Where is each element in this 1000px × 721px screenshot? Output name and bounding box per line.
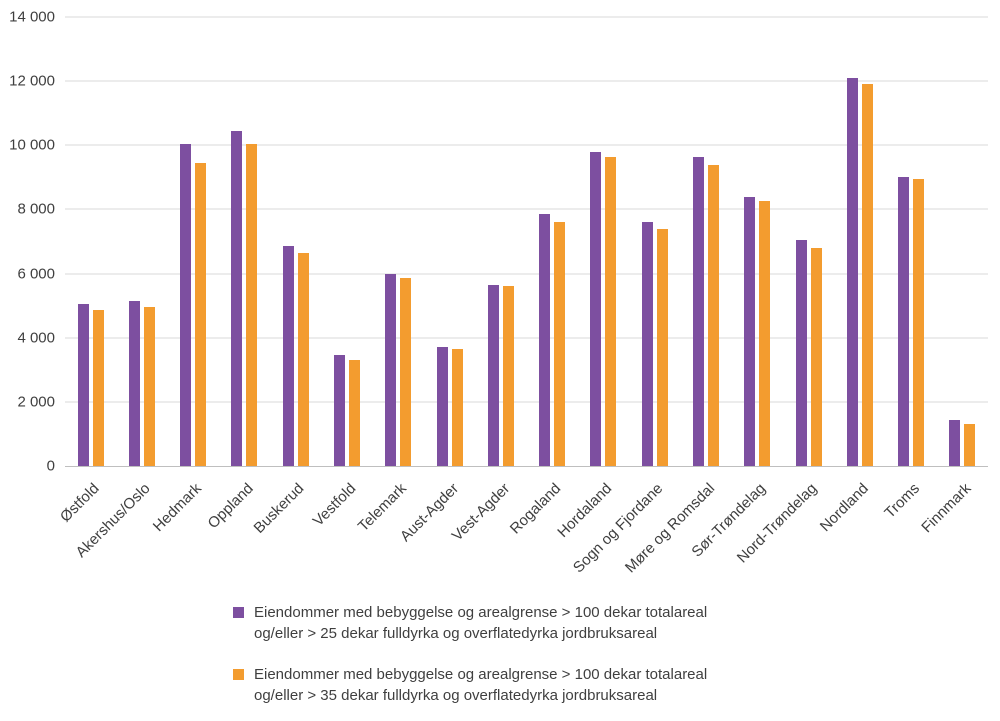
- x-axis-label: Buskerud: [250, 480, 308, 537]
- y-axis-label: 14 000: [9, 8, 55, 26]
- bar-group: [65, 17, 116, 466]
- legend: Eiendommer med bebyggelse og arealgrense…: [233, 602, 707, 721]
- gridline: [65, 273, 988, 275]
- bar-group: [219, 17, 270, 466]
- bar: [436, 347, 448, 466]
- x-axis-labels: Østfold Akershus/Oslo Hedmark Oppland Busker…: [57, 472, 988, 602]
- bar-group: [270, 17, 321, 466]
- bar-group: [680, 17, 731, 466]
- legend-swatch-purple: [233, 607, 244, 618]
- bar: [385, 273, 397, 466]
- bar: [143, 307, 155, 466]
- bar: [964, 424, 976, 466]
- bar: [334, 355, 346, 466]
- bar: [77, 304, 89, 466]
- y-axis-label: 6 000: [17, 265, 55, 283]
- bar: [708, 164, 720, 466]
- bar: [810, 247, 822, 466]
- gridline: [65, 80, 988, 82]
- bar: [487, 284, 499, 466]
- bar-group: [373, 17, 424, 466]
- bar: [641, 222, 653, 466]
- bar: [502, 286, 514, 466]
- bar: [605, 156, 617, 466]
- bar: [795, 239, 807, 466]
- bar-group: [475, 17, 526, 466]
- x-axis-label: Troms: [881, 480, 924, 522]
- gridline: [65, 401, 988, 403]
- bar: [656, 228, 668, 466]
- bar: [400, 278, 412, 466]
- bar: [898, 177, 910, 466]
- x-axis-label: Østfold: [57, 480, 103, 526]
- y-axis-labels: 0 2 000 4 000 6 000 8 000 10 000 12 000 14 000: [0, 9, 55, 475]
- y-axis-label: 4 000: [17, 329, 55, 347]
- bar: [451, 348, 463, 466]
- legend-swatch-orange: [233, 669, 244, 680]
- bar: [282, 246, 294, 466]
- bar: [297, 252, 309, 466]
- bar-group: [629, 17, 680, 466]
- x-axis-label: Vestfold: [309, 480, 360, 530]
- bar-group: [937, 17, 988, 466]
- bar: [744, 196, 756, 466]
- legend-label: Eiendommer med bebyggelse og arealgrense…: [254, 604, 708, 642]
- bar-group: [834, 17, 885, 466]
- bar-group: [886, 17, 937, 466]
- bars-container: [65, 17, 988, 466]
- bar-group: [168, 17, 219, 466]
- bar-group: [578, 17, 629, 466]
- bar: [759, 201, 771, 466]
- y-axis-label: 8 000: [17, 200, 55, 218]
- bar: [949, 419, 961, 466]
- legend-item: Eiendommer med bebyggelse og arealgrense…: [233, 602, 707, 644]
- gridline: [65, 337, 988, 339]
- plot-area: [65, 16, 988, 467]
- bar: [554, 222, 566, 466]
- gridline: [65, 144, 988, 146]
- bar-group: [732, 17, 783, 466]
- bar: [195, 162, 207, 466]
- bar: [846, 77, 858, 466]
- bar: [231, 130, 243, 466]
- legend-item: Eiendommer med bebyggelse og arealgrense…: [233, 664, 707, 706]
- bar: [861, 84, 873, 466]
- bar-group: [321, 17, 372, 466]
- y-axis-label: 0: [46, 457, 55, 475]
- x-axis-label: Nordland: [816, 480, 872, 536]
- x-axis-label: Sogn og Fjordane: [570, 480, 667, 577]
- x-axis-label: Møre og Romsdal: [621, 480, 719, 577]
- bar: [693, 156, 705, 466]
- x-axis-label: Oppland: [204, 480, 257, 533]
- y-axis-label: 2 000: [17, 393, 55, 411]
- y-axis-label: 10 000: [9, 136, 55, 154]
- bar: [913, 178, 925, 466]
- bar-group: [527, 17, 578, 466]
- bar: [128, 300, 140, 466]
- bar: [349, 360, 361, 466]
- bar-group: [424, 17, 475, 466]
- legend-label: Eiendommer med bebyggelse og arealgrense…: [254, 666, 708, 704]
- x-axis-line: [65, 466, 988, 467]
- bar: [590, 151, 602, 466]
- gridline: [65, 208, 988, 210]
- bar: [246, 143, 258, 466]
- x-axis-label: Hedmark: [150, 480, 206, 536]
- x-axis-label: Finnmark: [918, 480, 975, 537]
- bar: [539, 214, 551, 466]
- bar-group: [783, 17, 834, 466]
- y-axis-label: 12 000: [9, 72, 55, 90]
- bar: [180, 143, 192, 466]
- bar: [92, 310, 104, 466]
- gridline: [65, 16, 988, 18]
- bar-group: [116, 17, 167, 466]
